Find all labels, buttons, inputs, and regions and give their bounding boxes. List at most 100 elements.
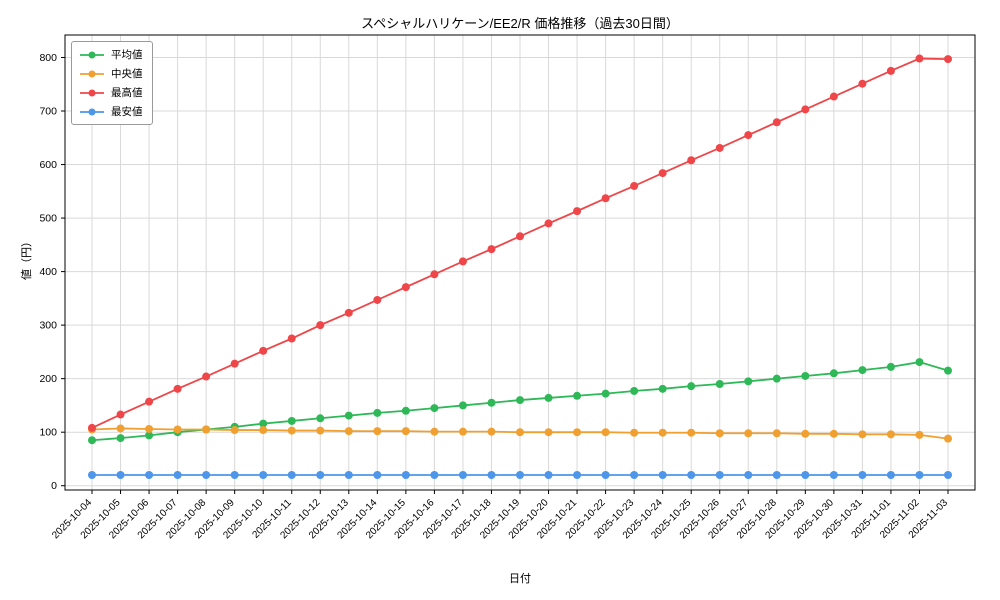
data-point-marker xyxy=(544,428,553,437)
data-point-marker xyxy=(373,427,382,436)
data-point-marker xyxy=(772,118,781,127)
data-point-marker xyxy=(687,428,696,437)
data-point-marker xyxy=(430,270,439,279)
data-point-marker xyxy=(516,232,524,241)
data-point-marker xyxy=(202,372,211,381)
data-point-marker xyxy=(116,471,125,480)
data-point-marker xyxy=(401,283,410,292)
y-tick-label: 0 xyxy=(51,480,57,492)
data-point-marker xyxy=(516,428,524,437)
data-point-marker xyxy=(801,471,810,480)
data-point-marker xyxy=(772,374,781,383)
data-point-marker xyxy=(230,471,239,480)
data-point-marker xyxy=(344,427,353,436)
data-point-marker xyxy=(516,396,524,405)
data-point-marker xyxy=(344,471,353,480)
data-point-marker xyxy=(373,471,382,480)
data-point-marker xyxy=(487,245,496,254)
legend: 平均値中央値最高値最安値 xyxy=(71,41,153,125)
data-point-marker xyxy=(487,471,496,480)
data-point-marker xyxy=(88,436,96,445)
data-point-marker xyxy=(202,425,211,434)
legend-marker-icon xyxy=(80,51,104,58)
data-point-marker xyxy=(259,419,268,428)
legend-item: 最高値 xyxy=(79,85,143,100)
data-point-marker xyxy=(88,471,96,480)
legend-label: 最高値 xyxy=(111,87,143,99)
data-point-marker xyxy=(944,366,952,375)
y-tick-label: 500 xyxy=(39,213,57,225)
data-point-marker xyxy=(829,471,838,480)
y-tick-label: 300 xyxy=(39,320,57,332)
data-point-marker xyxy=(715,380,724,389)
data-point-marker xyxy=(858,79,867,88)
data-point-marker xyxy=(259,471,268,480)
data-point-marker xyxy=(430,404,439,413)
data-point-marker xyxy=(173,471,182,480)
data-point-marker xyxy=(487,427,496,436)
y-tick-label: 400 xyxy=(39,266,57,278)
data-point-marker xyxy=(316,321,325,330)
data-point-marker xyxy=(145,431,154,440)
data-point-marker xyxy=(886,471,895,480)
data-point-marker xyxy=(573,207,582,216)
data-point-marker xyxy=(145,471,154,480)
legend-marker-icon xyxy=(80,89,104,96)
data-point-marker xyxy=(116,424,125,433)
data-point-marker xyxy=(772,429,781,438)
data-point-marker xyxy=(230,426,239,435)
y-tick-label: 100 xyxy=(39,427,57,439)
data-point-marker xyxy=(287,334,296,343)
data-point-marker xyxy=(687,471,696,480)
data-point-marker xyxy=(687,156,696,165)
data-point-marker xyxy=(715,143,724,152)
data-point-marker xyxy=(858,430,867,439)
data-point-marker xyxy=(287,426,296,435)
data-point-marker xyxy=(373,408,382,417)
data-point-marker xyxy=(401,471,410,480)
data-point-marker xyxy=(573,471,582,480)
data-point-marker xyxy=(259,426,268,435)
data-point-marker xyxy=(401,406,410,415)
data-point-marker xyxy=(744,131,753,140)
legend-item: 最安値 xyxy=(79,104,143,119)
data-point-marker xyxy=(915,358,924,367)
data-point-marker xyxy=(516,471,524,480)
legend-label: 最安値 xyxy=(111,106,143,118)
data-point-marker xyxy=(944,471,952,480)
data-point-marker xyxy=(344,308,353,317)
legend-label: 平均値 xyxy=(111,49,143,61)
data-point-marker xyxy=(744,471,753,480)
data-point-marker xyxy=(829,429,838,438)
data-point-marker xyxy=(287,416,296,425)
data-point-marker xyxy=(145,424,154,433)
data-point-marker xyxy=(658,384,667,393)
data-point-marker xyxy=(145,397,154,406)
data-point-marker xyxy=(601,194,610,203)
data-point-marker xyxy=(601,389,610,398)
data-point-marker xyxy=(858,471,867,480)
data-point-marker xyxy=(687,382,696,391)
data-point-marker xyxy=(458,471,467,480)
data-point-marker xyxy=(487,398,496,407)
data-point-marker xyxy=(630,471,639,480)
data-point-marker xyxy=(116,410,125,419)
data-point-marker xyxy=(801,429,810,438)
data-point-marker xyxy=(886,66,895,75)
data-point-marker xyxy=(886,362,895,371)
data-point-marker xyxy=(630,386,639,395)
data-point-marker xyxy=(715,429,724,438)
data-point-marker xyxy=(430,427,439,436)
chart-title: スペシャルハリケーン/EE2/R 価格推移（過去30日間） xyxy=(361,16,679,31)
data-point-marker xyxy=(458,257,467,266)
legend-label: 中央値 xyxy=(111,68,143,80)
data-point-marker xyxy=(630,181,639,190)
legend-item: 平均値 xyxy=(79,47,143,62)
y-tick-label: 800 xyxy=(39,52,57,64)
data-point-marker xyxy=(944,434,952,443)
data-point-marker xyxy=(287,471,296,480)
data-point-marker xyxy=(88,423,96,432)
legend-item: 中央値 xyxy=(79,66,143,81)
data-point-marker xyxy=(715,471,724,480)
